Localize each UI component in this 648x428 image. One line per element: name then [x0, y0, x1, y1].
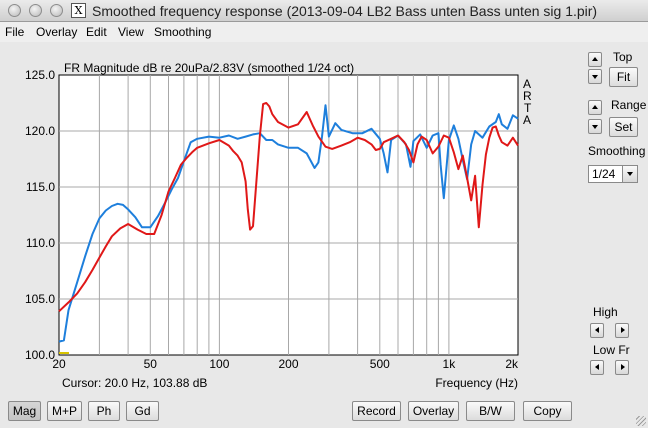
minimize-window-button[interactable] [29, 4, 42, 17]
chevron-down-icon [627, 172, 633, 176]
watermark-letter: A [523, 77, 531, 91]
x-tick-label: 1k [443, 357, 457, 371]
fit-button[interactable]: Fit [609, 67, 638, 87]
top-label: Top [613, 50, 633, 64]
smoothing-select[interactable]: 1/24 [588, 165, 638, 183]
watermark-letter: R [523, 89, 532, 103]
dropdown-arrow [622, 166, 637, 182]
menu-smoothing[interactable]: Smoothing [154, 25, 212, 39]
high-left-button[interactable] [590, 323, 604, 338]
copy-button[interactable]: Copy [523, 401, 572, 421]
y-tick-labels: 100.0 105.0 110.0 115.0 120.0 125.0 [25, 68, 55, 362]
lowfr-left-button[interactable] [590, 360, 604, 375]
arrow-left-icon [595, 327, 599, 333]
lowfr-label: Low Fr [593, 343, 630, 357]
menu-bar: File Overlay Edit View Smoothing [0, 22, 648, 42]
y-tick-label: 115.0 [26, 180, 55, 194]
x-tick-label: 20 [52, 357, 66, 371]
zoom-window-button[interactable] [50, 4, 63, 17]
arrow-right-icon [621, 327, 625, 333]
lowfr-right-button[interactable] [615, 360, 629, 375]
arrow-up-icon [592, 105, 598, 109]
arrow-up-icon [592, 57, 598, 61]
record-button[interactable]: Record [352, 401, 401, 421]
arrow-left-icon [595, 364, 599, 370]
range-label: Range [611, 98, 647, 112]
y-tick-label: 105.0 [25, 292, 55, 306]
resize-grip-icon[interactable] [636, 416, 646, 426]
y-tick-label: 125.0 [25, 68, 55, 82]
set-button[interactable]: Set [609, 117, 638, 137]
menu-view[interactable]: View [118, 25, 144, 39]
mp-button[interactable]: M+P [47, 401, 82, 421]
menu-overlay[interactable]: Overlay [36, 25, 78, 39]
gd-button[interactable]: Gd [126, 401, 159, 421]
title-bar: X Smoothed frequency response (2013-09-0… [0, 0, 648, 22]
x-tick-label: 2k [505, 357, 519, 371]
watermark-letter: T [524, 101, 532, 115]
watermark-letter: A [523, 113, 531, 127]
chart-title: FR Magnitude dB re 20uPa/2.83V (smoothed… [64, 61, 354, 75]
high-label: High [593, 305, 618, 319]
app-icon: X [71, 3, 86, 18]
menu-edit[interactable]: Edit [86, 25, 107, 39]
y-tick-label: 110.0 [26, 236, 55, 250]
smoothing-label: Smoothing [588, 144, 646, 158]
menu-file[interactable]: File [5, 25, 25, 39]
arrow-down-icon [592, 75, 598, 79]
high-right-button[interactable] [615, 323, 629, 338]
smoothing-value: 1/24 [592, 167, 616, 181]
series-line [58, 102, 519, 313]
x-tick-label: 100 [209, 357, 229, 371]
y-tick-label: 120.0 [25, 124, 55, 138]
range-down-button[interactable] [588, 119, 602, 134]
x-axis-label: Frequency (Hz) [435, 376, 518, 390]
bw-button[interactable]: B/W [466, 401, 515, 421]
mag-button[interactable]: Mag [8, 401, 41, 421]
x-tick-label: 500 [370, 357, 390, 371]
range-up-button[interactable] [588, 100, 602, 115]
x-tick-label: 200 [278, 357, 298, 371]
x-tick-labels: 20 50 100 200 500 1k 2k [52, 357, 519, 371]
grid-lines [59, 75, 518, 355]
ph-button[interactable]: Ph [88, 401, 120, 421]
top-down-button[interactable] [588, 69, 602, 84]
cursor-readout: Cursor: 20.0 Hz, 103.88 dB [62, 376, 207, 390]
series-layer [58, 102, 519, 343]
close-window-button[interactable] [8, 4, 21, 17]
top-up-button[interactable] [588, 52, 602, 67]
x-tick-label: 50 [144, 357, 158, 371]
series-line [58, 104, 519, 343]
cursor-marker [59, 352, 69, 354]
arrow-right-icon [621, 364, 625, 370]
main-panel: 100.0 105.0 110.0 115.0 120.0 125.0 20 50 100 20… [0, 42, 648, 428]
window-title: Smoothed frequency response (2013-09-04 … [92, 3, 598, 19]
y-tick-label: 100.0 [25, 348, 55, 362]
arrow-down-icon [592, 125, 598, 129]
overlay-button[interactable]: Overlay [408, 401, 459, 421]
